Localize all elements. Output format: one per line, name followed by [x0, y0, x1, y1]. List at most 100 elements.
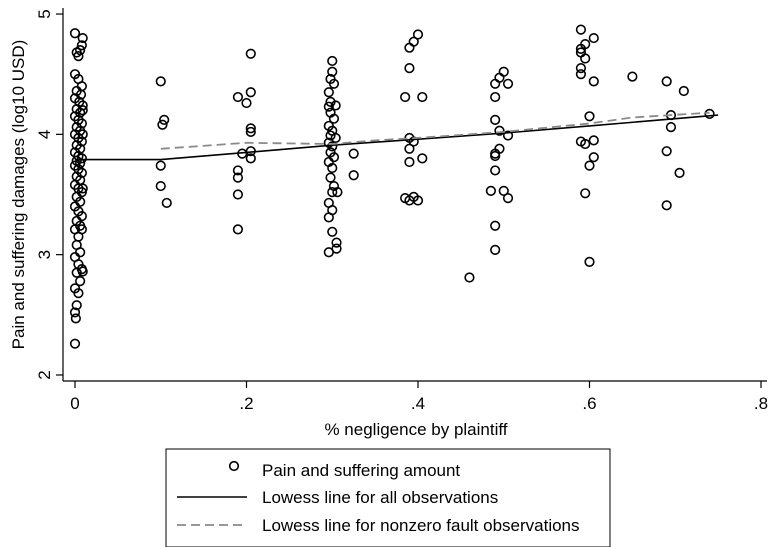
data-point	[412, 195, 424, 206]
data-point	[75, 45, 86, 56]
data-point	[575, 43, 587, 55]
legend-label: Lowess line for nonzero fault observatio…	[262, 516, 580, 535]
data-point	[232, 172, 244, 183]
data-point	[327, 226, 338, 237]
data-point	[327, 186, 338, 198]
y-tick-label: 2	[35, 370, 54, 379]
data-point	[584, 256, 595, 267]
x-axis-title: % negligence by plaintiff	[324, 420, 507, 439]
data-point	[494, 72, 505, 83]
data-point	[584, 111, 595, 122]
data-point	[580, 138, 591, 150]
data-point	[323, 212, 334, 223]
data-point	[327, 55, 338, 67]
y-tick-label: 5	[35, 9, 54, 18]
data-point	[159, 114, 170, 125]
data-point	[498, 66, 509, 77]
data-point	[69, 307, 81, 318]
data-point	[77, 32, 88, 44]
data-point	[71, 300, 82, 311]
data-point	[323, 247, 334, 258]
data-point	[404, 63, 415, 74]
data-point	[494, 143, 505, 154]
x-tick-label: .6	[582, 394, 596, 413]
data-point	[73, 51, 84, 62]
data-point	[77, 266, 88, 277]
data-point	[490, 165, 501, 176]
data-point	[70, 313, 81, 324]
data-point	[332, 186, 343, 198]
data-point	[502, 130, 514, 141]
data-point	[245, 126, 256, 138]
axes: 2 3 4 5 0 .2 .4 .6 .8	[35, 8, 768, 413]
data-point	[417, 153, 428, 164]
data-point	[490, 91, 501, 103]
data-point	[575, 24, 587, 35]
data-point	[325, 130, 336, 141]
data-point	[323, 87, 334, 98]
lowess-line-all	[75, 114, 719, 161]
data-point	[412, 29, 424, 40]
data-point	[575, 63, 587, 74]
data-point	[580, 53, 591, 64]
legend: Pain and suffering amount Lowess line for…	[165, 448, 611, 547]
x-tick-label: .8	[754, 394, 768, 413]
data-point	[245, 123, 256, 134]
data-point	[464, 272, 475, 283]
data-point	[490, 114, 501, 125]
data-point	[490, 220, 501, 231]
data-point	[155, 76, 166, 87]
legend-label: Pain and suffering amount	[262, 461, 460, 480]
plot-area	[69, 24, 719, 349]
data-point	[330, 132, 341, 144]
data-point	[400, 91, 411, 103]
y-tick-label: 3	[35, 250, 54, 259]
data-point	[498, 185, 509, 196]
series-1	[69, 24, 715, 349]
data-point	[404, 42, 415, 53]
series-2	[75, 114, 719, 161]
data-point	[490, 150, 501, 162]
data-point	[502, 193, 514, 204]
data-point	[588, 76, 599, 87]
data-point	[77, 129, 88, 140]
data-point	[588, 135, 599, 146]
data-point	[232, 189, 244, 200]
x-tick-label: .4	[411, 394, 425, 413]
data-point	[77, 105, 88, 116]
data-point	[71, 267, 82, 278]
data-point	[161, 197, 172, 209]
data-point	[704, 108, 715, 119]
data-point	[245, 153, 256, 164]
data-point	[323, 101, 334, 112]
data-point	[490, 78, 501, 89]
data-point	[328, 113, 340, 124]
data-point	[232, 91, 244, 103]
data-point	[73, 288, 84, 299]
data-point	[408, 36, 419, 47]
data-point	[678, 85, 689, 97]
data-point	[348, 170, 359, 181]
data-point	[232, 224, 244, 235]
data-point	[155, 160, 166, 171]
data-point	[327, 66, 338, 77]
data-point	[77, 183, 88, 194]
data-point	[75, 276, 86, 287]
data-point	[328, 78, 340, 89]
data-point	[661, 200, 672, 211]
data-point	[245, 48, 256, 59]
data-point	[588, 152, 599, 163]
data-point	[588, 32, 599, 44]
data-point	[348, 148, 359, 159]
data-point	[404, 143, 415, 154]
legend-marker-circle	[228, 460, 240, 472]
data-point	[494, 125, 505, 136]
data-point	[661, 146, 672, 157]
data-point	[330, 100, 341, 111]
x-tick-label: 0	[70, 394, 79, 413]
data-point	[327, 162, 338, 174]
data-point	[245, 87, 256, 98]
data-point	[75, 247, 86, 258]
x-tick-label: .2	[239, 394, 253, 413]
